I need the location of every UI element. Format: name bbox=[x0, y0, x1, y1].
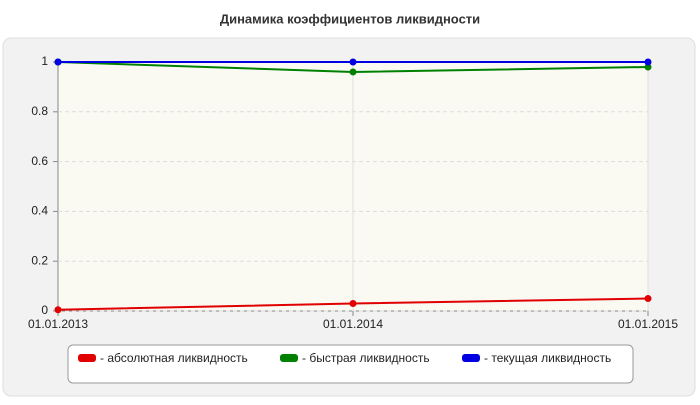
y-tick-label: 0.8 bbox=[31, 104, 48, 118]
data-point bbox=[349, 300, 357, 308]
x-tick-label: 01.01.2015 bbox=[618, 317, 678, 331]
x-tick-label: 01.01.2014 bbox=[323, 317, 383, 331]
data-point bbox=[349, 58, 357, 66]
data-point bbox=[644, 63, 652, 71]
y-tick-label: 1 bbox=[41, 54, 48, 68]
legend-label: - абсолютная ликвидность bbox=[100, 351, 248, 365]
data-point bbox=[54, 306, 62, 314]
legend-swatch bbox=[280, 354, 298, 362]
x-tick-label: 01.01.2013 bbox=[28, 317, 88, 331]
y-tick-label: 0 bbox=[41, 303, 48, 317]
y-tick-label: 0.2 bbox=[31, 253, 48, 267]
chart-title: Динамика коэффициентов ликвидности bbox=[220, 11, 480, 26]
data-point bbox=[54, 58, 62, 66]
data-point bbox=[644, 295, 652, 303]
data-point bbox=[644, 58, 652, 66]
data-point bbox=[349, 68, 357, 76]
legend bbox=[67, 344, 634, 384]
y-tick-label: 0.6 bbox=[31, 154, 48, 168]
legend-label: - быстрая ликвидность bbox=[302, 351, 430, 365]
legend-swatch bbox=[78, 354, 96, 362]
legend-swatch bbox=[462, 354, 480, 362]
y-tick-label: 0.4 bbox=[31, 204, 48, 218]
legend-label: - текущая ликвидность bbox=[484, 351, 611, 365]
